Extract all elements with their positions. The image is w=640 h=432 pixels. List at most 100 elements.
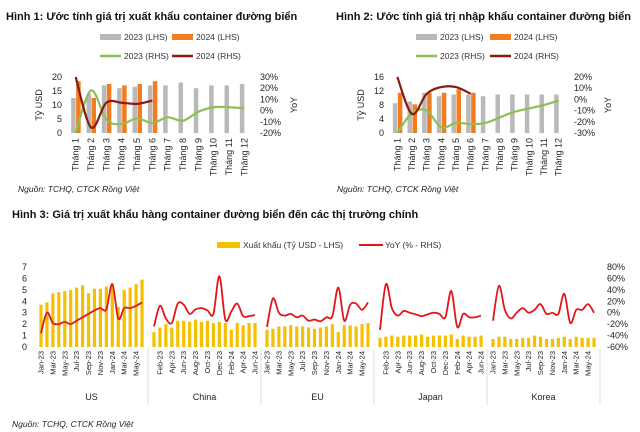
y-right-tick-label: 0% bbox=[607, 308, 620, 318]
bar-2024-5 bbox=[456, 89, 461, 133]
group-label-china: China bbox=[193, 392, 217, 402]
x-tick-label: Nov-23 bbox=[322, 351, 331, 375]
x-tick-label: Jul-23 bbox=[72, 351, 81, 371]
group-label-korea: Korea bbox=[531, 392, 555, 402]
x-tick-label: May-24 bbox=[132, 351, 141, 376]
x-tick-label: Mar-23 bbox=[48, 351, 57, 375]
y-right-tick-label: 30% bbox=[260, 72, 278, 82]
legend-swatch-bar bbox=[490, 34, 511, 40]
figure-3-chart: Xuất khẩu (Tỷ USD - LHS) YoY (% - RHS) 76 5… bbox=[22, 240, 628, 405]
y-tick-label: 12 bbox=[374, 86, 384, 96]
y-tick-label: 4 bbox=[22, 296, 27, 306]
y-tick-label: 2 bbox=[22, 319, 27, 329]
bar-china-5 bbox=[176, 320, 180, 347]
bar-us-15 bbox=[122, 289, 126, 347]
legend-label: 2024 (RHS) bbox=[196, 51, 241, 61]
bar-china-10 bbox=[205, 320, 210, 347]
y-tick-label: 16 bbox=[374, 72, 384, 82]
bar-eu-15 bbox=[348, 325, 352, 347]
bar-2023-6 bbox=[466, 94, 471, 133]
y-tick-label: 1 bbox=[22, 331, 27, 341]
bar-china-17 bbox=[247, 323, 251, 347]
bar-eu-17 bbox=[360, 324, 364, 347]
line-2023-yoy bbox=[396, 99, 559, 134]
x-tick-label: Tháng 3 bbox=[101, 138, 111, 171]
x-tick-label: Oct-23 bbox=[429, 351, 438, 374]
bar-eu-3 bbox=[277, 326, 281, 347]
bar-korea-9 bbox=[538, 336, 543, 347]
bar-eu-2 bbox=[271, 328, 275, 347]
x-tick-label: Tháng 9 bbox=[510, 138, 520, 171]
bar-eu-8 bbox=[306, 327, 311, 347]
x-tick-label: Tháng 8 bbox=[495, 138, 505, 171]
bar-2023-8 bbox=[495, 94, 500, 133]
bar-korea-14 bbox=[568, 339, 572, 347]
bar-japan-5 bbox=[402, 335, 406, 347]
bar-japan-15 bbox=[461, 335, 465, 347]
bar-2023-11 bbox=[224, 85, 229, 133]
bar-eu-1 bbox=[265, 329, 269, 347]
x-tick-label: Tháng 1 bbox=[392, 138, 402, 171]
bar-2023-8 bbox=[178, 82, 183, 133]
y-right-tick-label: -10% bbox=[260, 117, 281, 127]
bar-2024-5 bbox=[137, 84, 142, 133]
x-tick-label: Apr-24 bbox=[239, 351, 248, 374]
bar-china-6 bbox=[182, 320, 186, 347]
y-right-tick-label: 60% bbox=[607, 273, 625, 283]
bar-japan-9 bbox=[425, 336, 430, 347]
x-tick-label: Apr-23 bbox=[393, 351, 402, 374]
line-china-yoy bbox=[153, 275, 256, 327]
bar-us-3 bbox=[51, 293, 55, 347]
figure-2-title: Hình 2: Ước tính giá trị nhập khẩu conta… bbox=[336, 11, 631, 23]
x-tick-label: Jun-24 bbox=[251, 351, 260, 374]
bar-china-7 bbox=[188, 321, 192, 347]
bar-2023-6 bbox=[147, 85, 153, 133]
bar-us-11 bbox=[98, 288, 103, 347]
bar-2023-5 bbox=[451, 94, 456, 133]
legend-label-yoy: YoY (% - RHS) bbox=[385, 240, 441, 250]
bar-2024-4 bbox=[441, 92, 447, 133]
bar-japan-10 bbox=[431, 335, 436, 347]
x-tick-label: Mar-23 bbox=[500, 351, 509, 375]
bar-2023-7 bbox=[163, 85, 168, 133]
y-right-tick-label: -40% bbox=[607, 331, 628, 341]
bar-us-9 bbox=[86, 293, 91, 347]
bar-korea-10 bbox=[544, 339, 549, 347]
x-tick-label: Nov-23 bbox=[96, 351, 105, 375]
bar-us-6 bbox=[69, 289, 73, 347]
bar-korea-7 bbox=[527, 337, 531, 347]
y-right-tick-label: 20% bbox=[607, 296, 625, 306]
bar-eu-5 bbox=[289, 325, 293, 347]
group-label-eu: EU bbox=[311, 392, 324, 402]
y-tick-label: 5 bbox=[57, 114, 62, 124]
bar-2023-1 bbox=[392, 103, 398, 133]
bar-2023-10 bbox=[524, 94, 530, 133]
bar-japan-11 bbox=[437, 335, 442, 347]
x-tick-label: Tháng 5 bbox=[132, 138, 142, 171]
bar-china-16 bbox=[241, 325, 245, 347]
bar-eu-12 bbox=[330, 324, 334, 347]
x-tick-label: Tháng 11 bbox=[539, 138, 549, 175]
x-tick-label: Jun-23 bbox=[179, 351, 188, 374]
legend-swatch-bar bbox=[416, 34, 437, 40]
y-right-tick-label: -20% bbox=[574, 117, 595, 127]
bar-china-1 bbox=[152, 332, 156, 347]
bar-japan-12 bbox=[443, 335, 447, 347]
bar-2023-2 bbox=[86, 93, 91, 133]
bar-china-11 bbox=[211, 323, 216, 347]
bar-korea-12 bbox=[556, 337, 560, 347]
x-tick-label: Tháng 4 bbox=[436, 138, 446, 171]
bar-korea-11 bbox=[550, 339, 555, 347]
x-tick-label: Tháng 4 bbox=[117, 138, 127, 171]
y-axis-label: Tỷ USD bbox=[34, 89, 44, 121]
y-tick-label: 20 bbox=[52, 72, 62, 82]
bar-japan-16 bbox=[467, 336, 471, 347]
y-tick-label: 3 bbox=[22, 308, 27, 318]
bar-japan-3 bbox=[390, 335, 394, 347]
bar-korea-18 bbox=[592, 337, 596, 347]
bar-japan-7 bbox=[414, 335, 418, 347]
bar-japan-1 bbox=[378, 337, 382, 347]
bar-2024-2 bbox=[91, 98, 96, 133]
bar-2023-10 bbox=[209, 85, 214, 133]
